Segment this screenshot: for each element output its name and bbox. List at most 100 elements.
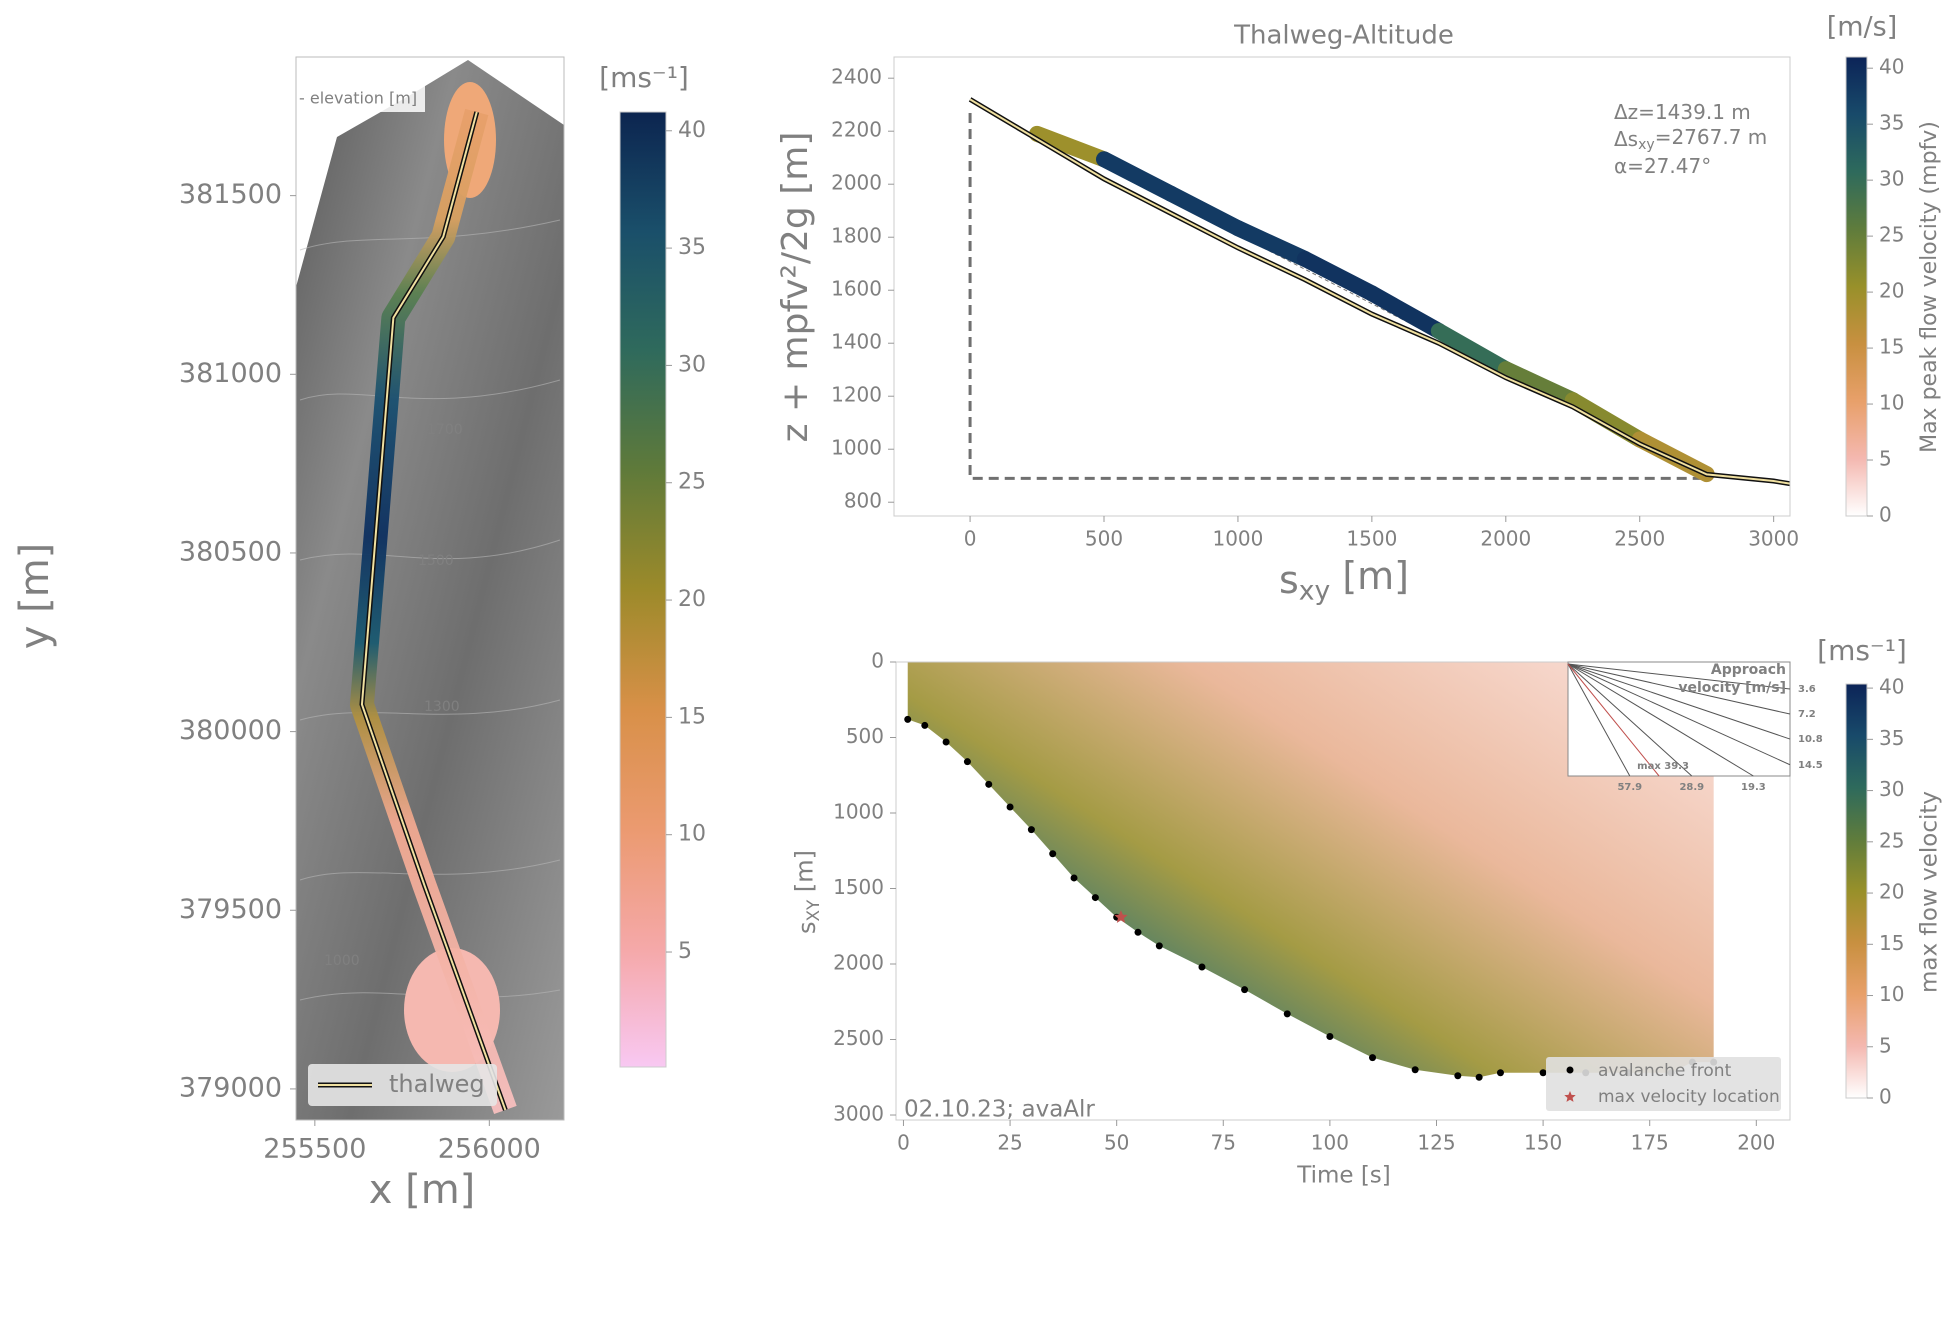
legend-marker bbox=[1564, 1091, 1576, 1102]
inset-ray-label: 57.9 bbox=[1617, 782, 1642, 793]
x-tick-label: 50 bbox=[1104, 1131, 1129, 1155]
front-point bbox=[1475, 1073, 1483, 1081]
colorbar-tick-label: 35 bbox=[678, 235, 706, 260]
x-tick-label: 0 bbox=[964, 527, 977, 551]
y-tick-label: 2000 bbox=[833, 951, 884, 975]
colorbar-tick-label: 15 bbox=[1879, 335, 1904, 359]
x-tick-label: 255500 bbox=[263, 1134, 366, 1165]
front-point bbox=[1049, 850, 1057, 858]
front-point bbox=[1070, 874, 1078, 882]
colorbar-tick-label: 40 bbox=[678, 118, 706, 143]
x-tick-label: 125 bbox=[1417, 1131, 1455, 1155]
colorbar-tick-label: 5 bbox=[1879, 1033, 1892, 1057]
basemap-label: - elevation [m] bbox=[299, 89, 417, 108]
inset-max-label: max 39.3 bbox=[1637, 761, 1689, 772]
annotation-part: Δz=1439.1 m bbox=[1614, 100, 1751, 124]
plot-frame bbox=[893, 56, 1791, 517]
x-tick-label: 75 bbox=[1211, 1131, 1236, 1155]
y-tick-label: 800 bbox=[844, 489, 882, 513]
colorbar-tick-label: 40 bbox=[1879, 675, 1904, 699]
colorbar-tick-label: 10 bbox=[1879, 982, 1904, 1006]
x-axis-label: Time [s] bbox=[1296, 1163, 1391, 1189]
colorbar-tick-label: 15 bbox=[678, 704, 706, 729]
x-tick-label: 200 bbox=[1737, 1131, 1775, 1155]
annotation-part: Δs bbox=[1614, 127, 1638, 151]
plot-frame bbox=[295, 56, 565, 1121]
x-axis-label: x [m] bbox=[369, 1167, 476, 1213]
colorbar-tick-label: 40 bbox=[1879, 55, 1904, 79]
x-tick-label: 150 bbox=[1524, 1131, 1562, 1155]
legend-box bbox=[308, 1064, 497, 1106]
x-tick-label: 25 bbox=[997, 1131, 1022, 1155]
y-axis-label: sXY [m] bbox=[790, 850, 822, 934]
inset-title: Approach bbox=[1711, 662, 1786, 678]
annotation: α=27.47° bbox=[1614, 154, 1711, 178]
colorbar-tick-label: 0 bbox=[1879, 503, 1892, 527]
colorbar bbox=[619, 111, 667, 1068]
annotation: Δsxy=2767.7 m bbox=[1614, 124, 1767, 153]
x-tick-label: 2500 bbox=[1614, 527, 1665, 551]
energy-segment bbox=[1029, 125, 1113, 168]
y-tick-label: 1800 bbox=[831, 224, 882, 248]
inset-ray bbox=[1567, 663, 1791, 740]
y-axis-label-part: XY bbox=[803, 899, 823, 921]
inset-ray bbox=[1567, 663, 1791, 715]
colorbar bbox=[1845, 683, 1868, 1099]
colorbar-label: Max peak flow velocity (mpfv) bbox=[1917, 121, 1942, 453]
contour-label: 1300 bbox=[424, 699, 460, 715]
front-point bbox=[904, 715, 912, 723]
x-tick-label: 175 bbox=[1631, 1131, 1669, 1155]
chart-title: Thalweg-Altitude bbox=[1233, 21, 1454, 51]
colorbar-tick-label: 25 bbox=[1879, 223, 1904, 247]
front-point bbox=[1198, 963, 1206, 971]
x-tick-label: 1000 bbox=[1212, 527, 1263, 551]
colorbar-tick-label: 25 bbox=[678, 470, 706, 495]
energy-segment bbox=[1430, 323, 1514, 378]
x-axis-label-part: xy bbox=[1299, 575, 1330, 606]
x-tick-label: 0 bbox=[897, 1131, 910, 1155]
x-tick-label: 500 bbox=[1085, 527, 1123, 551]
inset-ray-label: 19.3 bbox=[1741, 782, 1766, 793]
energy-segment bbox=[1497, 361, 1581, 409]
energy-segment bbox=[1096, 151, 1179, 202]
y-tick-label: 1200 bbox=[831, 383, 882, 407]
inset-ray bbox=[1567, 663, 1791, 690]
colorbar-tick-label: 20 bbox=[1879, 279, 1904, 303]
inset-ray-label: 14.5 bbox=[1798, 760, 1823, 771]
front-point bbox=[1091, 894, 1099, 902]
thalweg-profile-core bbox=[969, 98, 1791, 485]
x-axis-label-part: [m] bbox=[1330, 554, 1409, 598]
annotation-part: =2767.7 m bbox=[1655, 124, 1768, 148]
x-tick-label: 256000 bbox=[438, 1134, 541, 1165]
y-tick-label: 1500 bbox=[833, 875, 884, 899]
colorbar-tick-label: 20 bbox=[678, 587, 706, 612]
energy-segment bbox=[1296, 250, 1380, 302]
basemap-label-bg bbox=[297, 86, 425, 112]
inset-ray bbox=[1567, 663, 1791, 766]
colorbar-tick-label: 0 bbox=[1879, 1085, 1892, 1109]
front-point bbox=[1411, 1066, 1419, 1074]
energy-segment bbox=[1363, 285, 1447, 340]
hillshade bbox=[296, 60, 564, 1120]
colorbar-tick-label: 30 bbox=[678, 352, 706, 377]
plot-frame bbox=[895, 661, 1791, 1121]
contour-label: 1500 bbox=[418, 553, 454, 569]
colorbar bbox=[1845, 56, 1868, 517]
y-tick-label: 1600 bbox=[831, 277, 882, 301]
inset-max-ray bbox=[1567, 663, 1660, 777]
annotation: 02.10.23; avaAlr bbox=[904, 1097, 1095, 1123]
y-tick-label: 3000 bbox=[833, 1102, 884, 1126]
y-axis-label-part: s bbox=[793, 921, 821, 934]
y-tick-label: 1400 bbox=[831, 330, 882, 354]
energy-segment bbox=[1564, 392, 1648, 448]
colorbar-tick-label: 30 bbox=[1879, 167, 1904, 191]
colorbar-tick-label: 5 bbox=[678, 939, 692, 964]
annotation-part: xy bbox=[1638, 137, 1655, 153]
legend-box bbox=[1546, 1057, 1781, 1111]
front-point bbox=[1027, 826, 1035, 834]
y-tick-label: 1000 bbox=[833, 800, 884, 824]
energy-segment bbox=[1229, 220, 1313, 267]
colorbar-tick-label: 35 bbox=[1879, 111, 1904, 135]
front-point bbox=[1283, 1010, 1291, 1018]
inset-ray bbox=[1567, 663, 1754, 777]
